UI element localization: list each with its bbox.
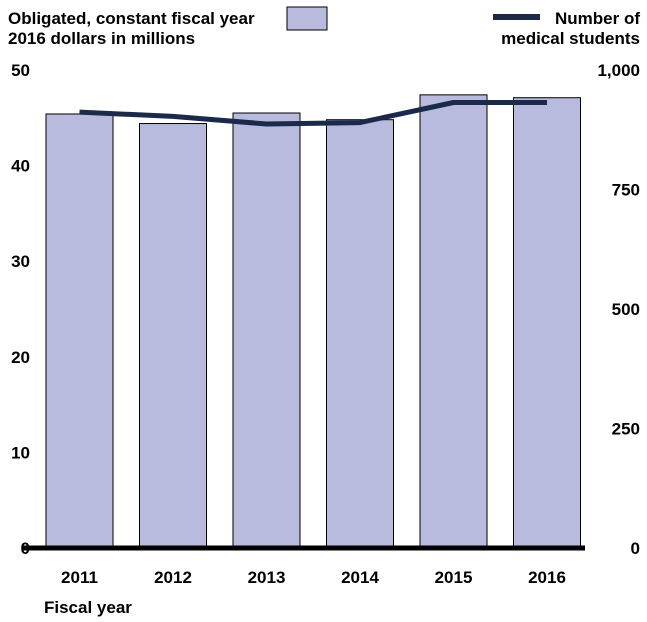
left-axis-tick-label: 20 bbox=[11, 348, 30, 367]
legend-line-label-line1: Number of bbox=[555, 9, 640, 28]
line-series bbox=[79, 100, 548, 127]
category-label: 2013 bbox=[248, 568, 286, 587]
legend: Obligated, constant fiscal year 2016 dol… bbox=[8, 6, 640, 48]
bar-2014 bbox=[326, 119, 394, 549]
bar-2011 bbox=[45, 113, 114, 549]
bar-2016 bbox=[513, 97, 581, 549]
category-label: 2015 bbox=[435, 568, 473, 587]
right-axis-tick-label: 250 bbox=[612, 420, 640, 439]
left-axis-ticks: 01020304050 bbox=[11, 61, 30, 558]
bar-series bbox=[45, 94, 581, 549]
category-label: 2012 bbox=[154, 568, 192, 587]
right-axis-tick-label: 750 bbox=[612, 181, 640, 200]
category-label: 2014 bbox=[341, 568, 379, 587]
left-axis-tick-label: 10 bbox=[11, 443, 30, 462]
medical-students-line bbox=[79, 100, 547, 127]
legend-bar-label-line2: 2016 dollars in millions bbox=[8, 29, 195, 48]
right-axis-tick-label: 1,000 bbox=[597, 61, 640, 80]
right-axis-tick-label: 0 bbox=[631, 539, 640, 558]
left-axis-tick-label: 50 bbox=[11, 61, 30, 80]
left-axis-tick-label: 30 bbox=[11, 252, 30, 271]
x-axis-category-labels: 2011 2012 2013 2014 2015 2016 bbox=[61, 568, 566, 587]
legend-line-label-line2: medical students bbox=[501, 29, 640, 48]
legend-bar-label-line1: Obligated, constant fiscal year bbox=[8, 9, 255, 28]
right-axis-tick-label: 500 bbox=[612, 300, 640, 319]
category-label: 2011 bbox=[61, 568, 98, 587]
bar-2013 bbox=[232, 112, 301, 549]
bar-2015 bbox=[419, 94, 488, 549]
right-axis-ticks: 0 250 500 750 1,000 bbox=[597, 61, 640, 558]
legend-bar-swatch bbox=[286, 6, 328, 31]
bar-2012 bbox=[139, 123, 207, 549]
left-axis-tick-label: 40 bbox=[11, 157, 30, 176]
category-label: 2016 bbox=[528, 568, 566, 587]
x-axis-title: Fiscal year bbox=[44, 598, 132, 617]
